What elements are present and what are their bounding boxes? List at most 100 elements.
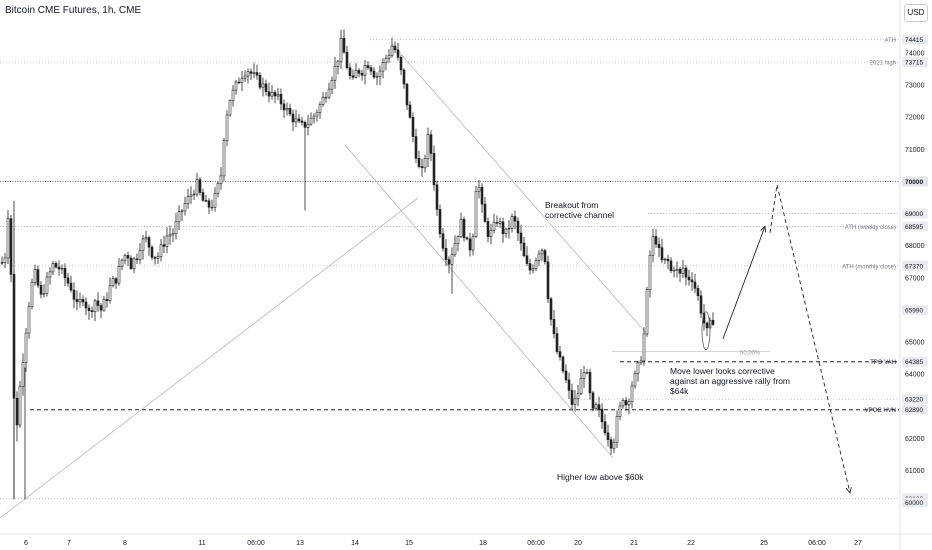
candle-up — [141, 238, 145, 252]
time-tick-label: 6 — [24, 540, 28, 547]
candle-down — [99, 305, 103, 311]
candle-down — [153, 257, 157, 259]
candle-up — [672, 269, 676, 272]
price-tick-label: 62000 — [905, 436, 925, 443]
candle-up — [222, 140, 226, 177]
time-tick-label: 7 — [67, 540, 71, 547]
candle-up — [498, 221, 502, 224]
candle-down — [438, 209, 442, 235]
candle-up — [180, 210, 184, 213]
candle-down — [207, 200, 211, 208]
candle-up — [276, 93, 280, 97]
price-tick-label: 65000 — [905, 339, 925, 346]
candle-up — [93, 300, 97, 313]
candle-up — [156, 256, 160, 259]
time-tick-label: 22 — [687, 540, 695, 547]
price-tick-label: 72000 — [905, 115, 925, 122]
level-name-label: 2021 high — [870, 61, 896, 67]
currency-button[interactable]: USD — [904, 4, 928, 22]
candle-up — [336, 60, 340, 67]
candle-up — [618, 405, 622, 417]
level-value-label: 64385 — [905, 359, 923, 366]
candle-down — [693, 281, 697, 289]
candle-up — [573, 398, 577, 405]
time-tick-label: 06:00 — [527, 540, 545, 547]
candle-up — [594, 404, 598, 409]
candle-down — [84, 301, 88, 309]
candle-up — [675, 268, 679, 271]
candle-up — [339, 37, 343, 62]
candle-down — [705, 322, 709, 329]
candle-up — [579, 378, 583, 394]
candle-up — [171, 233, 175, 236]
candle-up — [615, 416, 619, 443]
candle-up — [192, 193, 196, 196]
candle-down — [279, 93, 283, 105]
candle-down — [432, 153, 436, 186]
candle-down — [54, 263, 58, 268]
candle-up — [111, 278, 115, 287]
level-value-label: 73715 — [905, 60, 923, 67]
level-value-label: 63220 — [905, 397, 923, 404]
candle-up — [312, 115, 316, 119]
price-tick-label: 71000 — [905, 147, 925, 154]
candle-up — [378, 70, 382, 77]
annotation-text: corrective channel — [545, 210, 614, 220]
annotation-text: $64k — [670, 386, 689, 396]
candle-down — [288, 107, 292, 115]
candle-down — [396, 49, 400, 58]
candle-down — [360, 72, 364, 76]
candle-down — [87, 307, 91, 311]
candle-down — [81, 299, 85, 303]
candle-up — [240, 77, 244, 83]
candle-down — [267, 91, 271, 97]
candle-up — [174, 221, 178, 234]
candle-down — [372, 70, 376, 78]
time-tick-label: 13 — [296, 540, 304, 547]
candle-up — [42, 293, 46, 295]
candle-up — [78, 299, 82, 303]
candle-down — [516, 220, 520, 234]
candle-up — [474, 190, 478, 238]
candle-down — [525, 255, 529, 264]
candle-up — [453, 243, 457, 256]
candle-up — [234, 81, 238, 91]
candle-up — [261, 83, 265, 88]
candle-down — [351, 75, 355, 78]
candle-up — [375, 76, 379, 78]
candle-down — [126, 255, 130, 259]
candle-down — [129, 257, 133, 269]
candle-up — [33, 269, 37, 283]
candle-up — [489, 229, 493, 237]
candle-down — [555, 333, 559, 352]
candle-up — [492, 222, 496, 231]
candle-down — [258, 74, 262, 88]
candle-down — [495, 222, 499, 224]
candle-up — [471, 236, 475, 251]
candle-down — [264, 83, 268, 92]
candle-down — [135, 258, 139, 260]
level-name-label: ATH (monthly close) — [842, 264, 896, 270]
level-value-label: 67370 — [905, 263, 923, 270]
candle-up — [51, 263, 55, 273]
candle-up — [330, 79, 334, 90]
level-value-label: 68595 — [905, 224, 923, 231]
candle-up — [270, 91, 274, 97]
candle-up — [681, 267, 685, 274]
level-value-badge — [902, 208, 928, 219]
candle-up — [285, 107, 289, 111]
candle-down — [513, 216, 517, 222]
candle-down — [201, 192, 205, 201]
chart-title: Bitcoin CME Futures, 1h, CME — [5, 5, 142, 16]
fib-label: 50.00% — [740, 351, 761, 357]
candle-up — [648, 254, 652, 290]
candle-up — [108, 285, 112, 301]
candle-down — [603, 421, 607, 434]
level-value-badge — [902, 221, 928, 232]
candle-up — [3, 257, 7, 263]
level-value-label: 74415 — [905, 37, 923, 44]
candle-down — [39, 285, 43, 295]
level-value-badge — [902, 305, 928, 316]
candle-up — [144, 237, 148, 240]
price-tick-label: 64000 — [905, 372, 925, 379]
